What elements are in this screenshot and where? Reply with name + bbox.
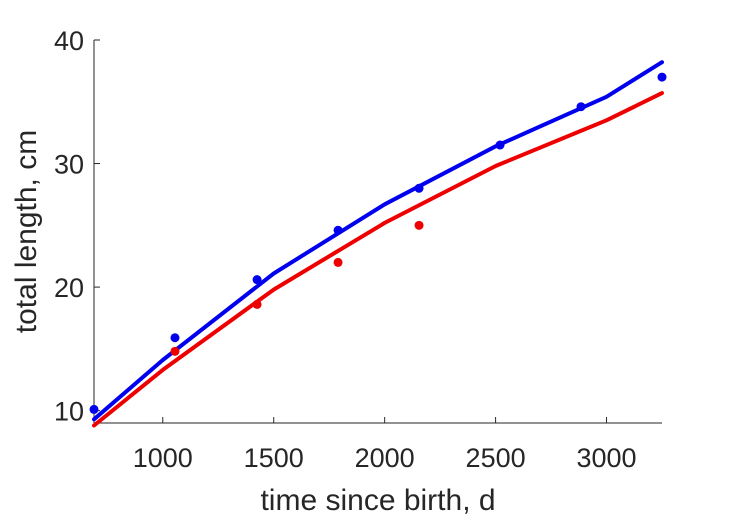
y-axis-label: total length, cm [10, 130, 43, 333]
ticks: 1000 1500 2000 2500 3000 10 20 30 40 [54, 26, 637, 473]
x-tick-label: 2500 [466, 443, 526, 473]
data-point [252, 299, 262, 309]
data-point [576, 102, 586, 112]
data-point [333, 225, 343, 235]
data-point [414, 220, 424, 230]
fit-line-1 [92, 91, 664, 428]
axes [93, 40, 662, 424]
data-point [333, 257, 343, 267]
data-point [170, 333, 180, 343]
data-point [252, 275, 262, 285]
x-axis-label: time since birth, d [260, 484, 495, 517]
fit-line-0 [92, 60, 664, 422]
data-point [170, 346, 180, 356]
x-tick-label: 1500 [244, 443, 304, 473]
x-tick-label: 1000 [133, 443, 193, 473]
y-tick-label: 30 [54, 150, 84, 180]
data-point [657, 72, 667, 82]
y-tick-label: 10 [54, 397, 84, 427]
x-tick-label: 3000 [576, 443, 636, 473]
y-tick-label: 40 [54, 26, 84, 56]
data-point [414, 183, 424, 193]
plot-area [89, 60, 667, 428]
data-point [495, 140, 505, 150]
x-tick-label: 2000 [355, 443, 415, 473]
y-tick-label: 20 [54, 273, 84, 303]
data-point [89, 404, 99, 414]
